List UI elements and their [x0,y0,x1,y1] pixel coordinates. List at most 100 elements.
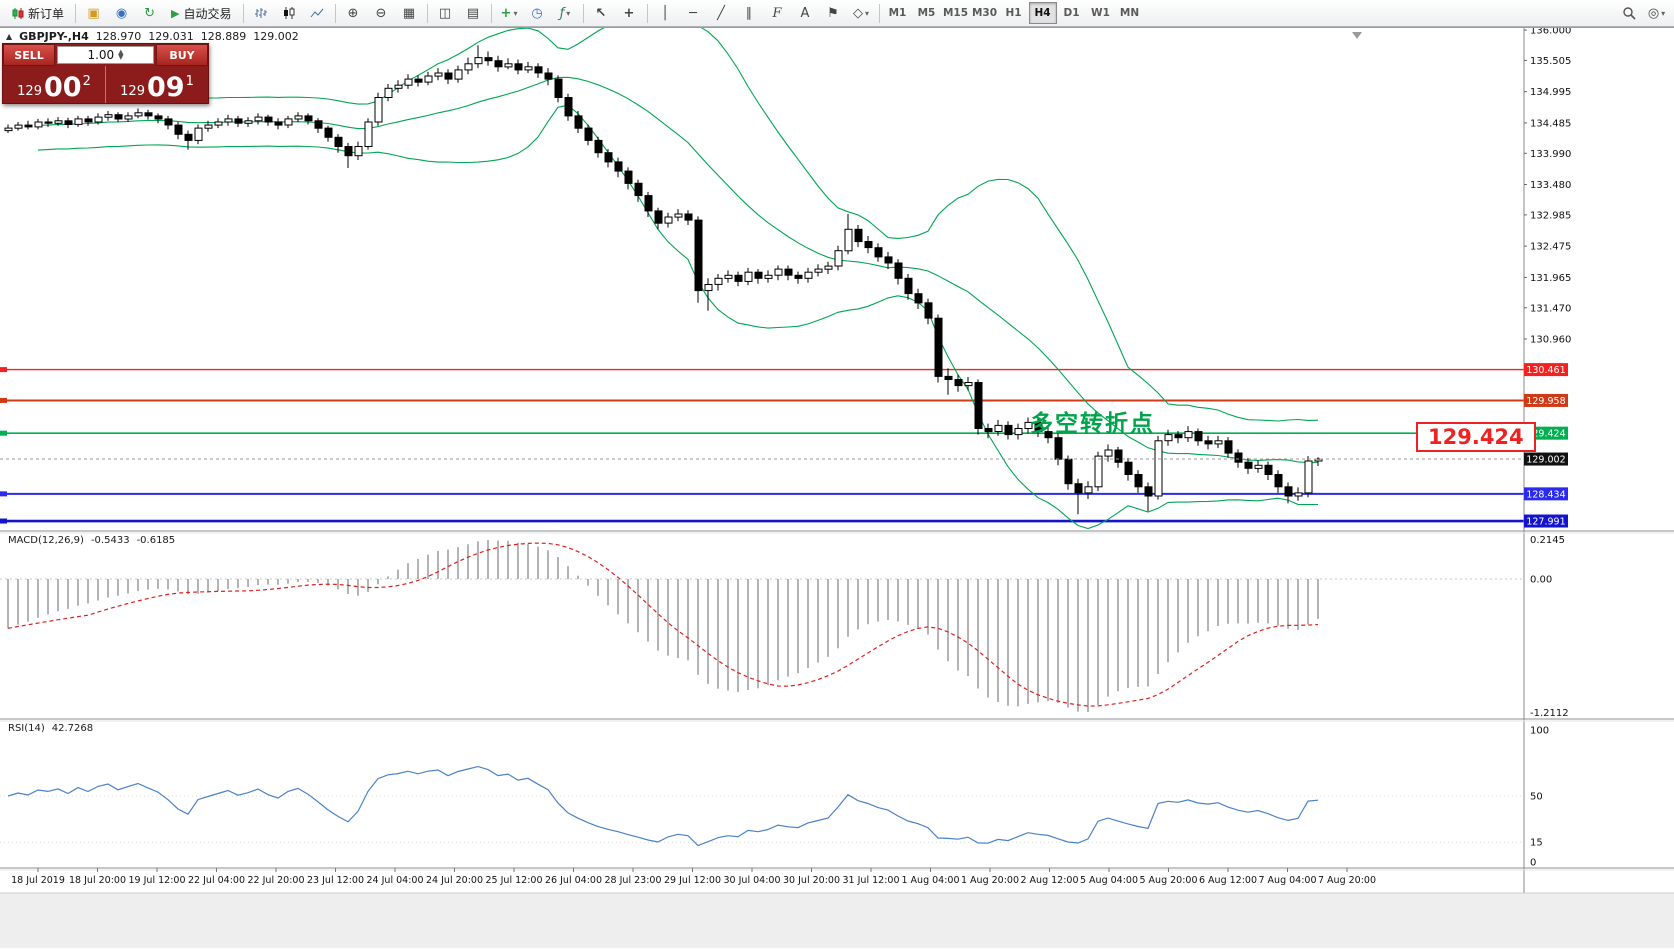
new-chart-button[interactable]: + ▾ [500,5,518,21]
svg-text:130.960: 130.960 [1530,335,1571,346]
tile-windows-icon[interactable]: ◫ [438,5,452,21]
svg-text:7 Aug 04:00: 7 Aug 04:00 [1258,875,1316,886]
autotrade-label: 自动交易 [183,6,232,21]
market-watch-icon[interactable]: ◉ [115,5,128,21]
toolbar-separator [646,3,648,23]
svg-text:1 Aug 20:00: 1 Aug 20:00 [961,875,1019,886]
symbol-period-label: GBPJPY-,H4 [19,30,89,43]
trendline-tool[interactable]: ╱ [717,5,725,21]
turning-point-annotation[interactable]: 多空转折点 [1030,411,1155,437]
candlestick-chart-icon[interactable] [276,2,303,25]
svg-text:29 Jul 12:00: 29 Jul 12:00 [664,875,721,886]
chevron-down-icon: ▾ [864,8,869,18]
svg-text:22 Jul 20:00: 22 Jul 20:00 [248,875,305,886]
buy-price[interactable]: 129 09 1 [105,66,208,103]
sell-price[interactable]: 129 00 2 [17,72,91,103]
macd-main-value: -0.5433 [90,535,130,546]
toolbar-separator [75,3,77,23]
svg-text:5 Aug 20:00: 5 Aug 20:00 [1139,875,1197,886]
svg-text:100: 100 [1530,726,1549,737]
svg-text:134.485: 134.485 [1530,118,1571,129]
svg-text:0.2145: 0.2145 [1530,535,1565,546]
svg-text:128.434: 128.434 [1526,489,1565,500]
volume-input[interactable]: 1.00 ▲ ▼ [57,46,154,64]
macd-label: MACD(12,26,9) -0.5433 -0.6185 [8,535,175,546]
label-tool[interactable]: ⚑ [827,5,839,21]
one-click-collapse-icon[interactable]: ▲ [6,32,13,41]
time-axis: 18 Jul 2019 18 Jul 20:00 19 Jul 12:00 22 Ju… [0,868,1674,948]
new-order-button[interactable]: 新订单 [4,2,71,25]
timeframe-m1-button[interactable]: M1 [888,7,907,19]
timeframe-d1-button[interactable]: D1 [1063,7,1080,19]
volume-down-icon[interactable]: ▼ [118,53,124,61]
price-callout[interactable]: 129.424 [1416,422,1536,452]
window-list-icon[interactable]: ▤ [466,5,480,21]
toolbar-separator [426,3,428,23]
grid-icon[interactable]: ▦ [402,5,416,21]
macd-signal-line [7,542,1319,707]
svg-text:136.000: 136.000 [1530,27,1571,37]
svg-text:1 Aug 04:00: 1 Aug 04:00 [901,875,959,886]
text-tool[interactable]: A [800,5,810,21]
fibonacci-tool[interactable]: F [772,5,782,21]
svg-text:18 Jul 20:00: 18 Jul 20:00 [69,875,126,886]
zoom-in-icon[interactable]: ⊕ [347,5,359,21]
svg-text:0: 0 [1530,858,1536,869]
sell-button[interactable]: SELL [3,44,55,66]
main-chart [4,28,1323,530]
autotrade-button[interactable]: ▶ 自动交易 [164,2,238,25]
clock-icon[interactable]: ◷ [531,5,543,21]
timeframe-m30-button[interactable]: M30 [971,7,998,19]
new-order-label: 新订单 [28,6,65,21]
vertical-line-tool[interactable]: │ [661,5,669,21]
one-click-trading-panel: SELL 1.00 ▲ ▼ BUY 129 00 2 129 09 1 [2,43,209,104]
buy-button[interactable]: BUY [156,44,208,66]
bollinger-lower [37,104,1319,530]
horizontal-line-tool[interactable]: ─ [689,5,697,21]
zoom-out-icon[interactable]: ⊖ [375,5,387,21]
svg-text:19 Jul 12:00: 19 Jul 12:00 [129,875,186,886]
bollinger-upper [37,28,1319,422]
volume-up-icon[interactable]: ▲ [118,48,124,56]
bottom-strip [0,893,1674,948]
timeframe-w1-button[interactable]: W1 [1091,7,1110,19]
search-icon[interactable] [1615,2,1642,25]
crosshair-icon[interactable]: + [623,5,635,21]
symbols-button[interactable]: ◎ ▾ [1647,5,1666,21]
line-chart-icon[interactable] [304,2,331,25]
timeframe-h4-button[interactable]: H4 [1028,2,1057,24]
timeframe-m5-button[interactable]: M5 [917,7,936,19]
charts-profile-icon[interactable]: ▣ [87,5,100,21]
toolbar-separator [582,3,584,23]
volume-value: 1.00 [87,48,115,62]
indicators-button[interactable]: ƒ ▾ [559,5,571,21]
price-axis: 136.000 135.505 134.995 134.485 133.990 133.4… [1523,27,1674,893]
chart-canvas[interactable]: 136.000 135.505 134.995 134.485 133.990 133.4… [0,27,1674,948]
svg-text:0.00: 0.00 [1530,575,1552,586]
svg-text:18 Jul 2019: 18 Jul 2019 [11,875,65,886]
shapes-tool[interactable]: ◇ ▾ [852,5,869,21]
rsi-line [7,765,1319,847]
channel-tool[interactable]: ∥ [745,5,753,21]
svg-text:131.470: 131.470 [1530,303,1571,314]
level-lines[interactable] [0,367,1524,524]
refresh-icon[interactable]: ↻ [144,5,155,21]
rsi-panel: 100 50 15 0 [0,726,1549,869]
timeframe-h1-button[interactable]: H1 [1005,7,1022,19]
cursor-icon[interactable]: ↖ [595,5,607,21]
play-icon: ▶ [171,6,180,20]
svg-text:131.965: 131.965 [1530,273,1571,284]
toolbar: 新订单 ▣ ◉ ↻ ▶ 自动交易 ⊕ ⊖ ▦ ◫ ▤ + ▾ ◷ ƒ ▾ ↖ + │… [0,0,1674,27]
timeframe-mn-button[interactable]: MN [1119,7,1140,19]
svg-text:129.958: 129.958 [1526,396,1565,407]
new-order-icon [12,7,24,19]
svg-text:135.505: 135.505 [1530,56,1571,67]
svg-text:15: 15 [1530,838,1543,849]
candles [4,45,1323,515]
toolbar-separator [490,3,492,23]
svg-text:130.461: 130.461 [1526,365,1565,376]
svg-text:30 Jul 20:00: 30 Jul 20:00 [783,875,840,886]
svg-text:129.002: 129.002 [1526,455,1565,466]
timeframe-m15-button[interactable]: M15 [942,7,969,19]
bar-chart-icon[interactable] [248,2,275,25]
